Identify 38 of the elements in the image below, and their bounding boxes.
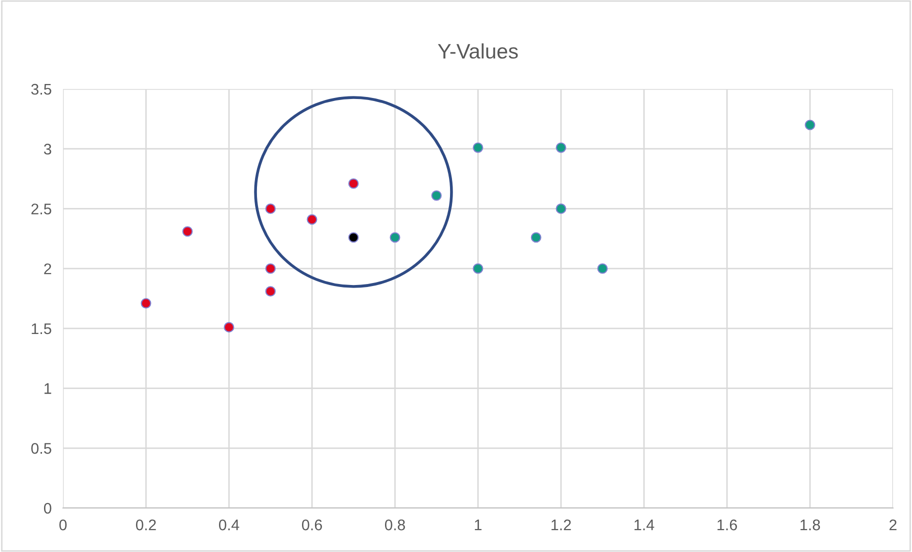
x-tick-label: 1.6 xyxy=(718,520,737,530)
point xyxy=(182,226,193,237)
x-tick-label: 0.8 xyxy=(384,520,405,530)
x-tick-label: 2 xyxy=(890,520,896,530)
x-tick-label: 1.8 xyxy=(800,520,820,530)
x-tick-label: 0.4 xyxy=(218,520,240,530)
point xyxy=(472,142,484,153)
point xyxy=(265,263,276,274)
y-tick-label: 0 xyxy=(44,502,52,514)
x-tick-label: 1.4 xyxy=(634,520,654,530)
x-tick-label: 0.6 xyxy=(302,520,322,530)
point xyxy=(224,322,234,332)
x-tick-label: 0.2 xyxy=(136,520,156,530)
chart-title: Y-Values xyxy=(438,43,518,59)
point xyxy=(556,142,566,153)
point xyxy=(597,263,608,274)
point xyxy=(306,214,318,225)
y-tick-label: 0.5 xyxy=(31,443,52,454)
point xyxy=(265,204,276,214)
point xyxy=(265,286,276,297)
y-tick-label: 1 xyxy=(44,383,52,394)
y-tick-label: 2 xyxy=(44,263,52,274)
point xyxy=(530,232,542,243)
y-tick-label: 3.5 xyxy=(31,84,52,95)
point xyxy=(348,232,359,243)
point xyxy=(472,263,484,274)
x-tick-label: 0 xyxy=(59,520,67,530)
x-tick-label: 1.2 xyxy=(552,520,571,530)
y-tick-label: 2.5 xyxy=(31,204,52,214)
point xyxy=(431,190,442,201)
point xyxy=(556,204,566,214)
point xyxy=(390,232,400,243)
point xyxy=(804,120,816,130)
point xyxy=(140,298,152,308)
y-tick-label: 3 xyxy=(44,144,52,155)
y-tick-label: 1.5 xyxy=(32,323,52,334)
point xyxy=(348,178,359,189)
x-tick-label: 1 xyxy=(474,520,482,530)
